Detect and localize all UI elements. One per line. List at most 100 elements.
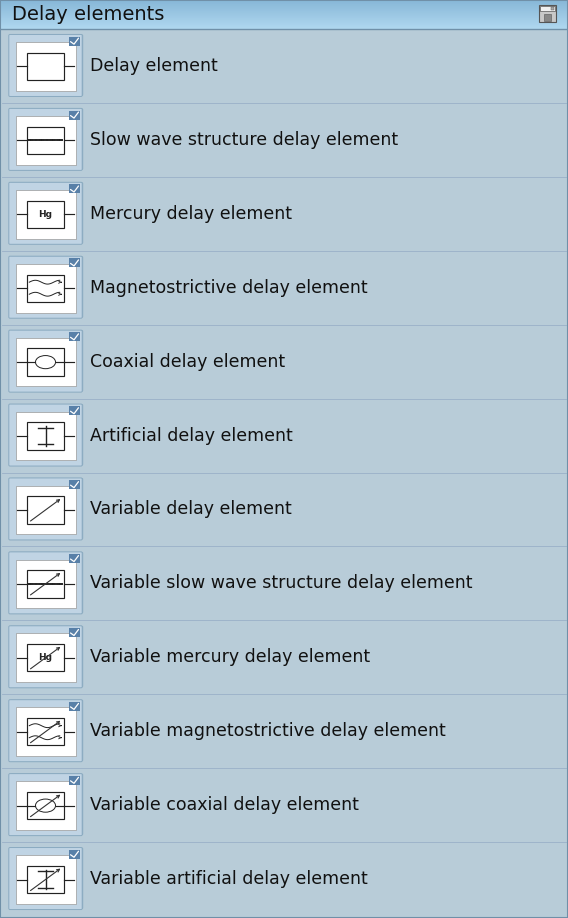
FancyBboxPatch shape: [9, 183, 82, 244]
FancyBboxPatch shape: [10, 256, 83, 318]
Bar: [0, 5, 568, 6]
Bar: [15, 338, 76, 386]
Bar: [0, 3, 568, 4]
FancyBboxPatch shape: [9, 108, 82, 171]
Text: Variable magnetostrictive delay element: Variable magnetostrictive delay element: [90, 722, 446, 740]
Bar: [0, 14, 568, 15]
Bar: [15, 781, 76, 830]
Bar: [15, 263, 76, 312]
FancyBboxPatch shape: [10, 552, 83, 613]
Bar: [15, 190, 76, 239]
Bar: [27, 127, 64, 154]
Bar: [27, 52, 64, 80]
Bar: [15, 412, 76, 460]
FancyBboxPatch shape: [9, 847, 82, 910]
Bar: [0, 16, 568, 17]
Bar: [0, 23, 568, 24]
Bar: [544, 14, 550, 21]
Bar: [0, 26, 568, 27]
Bar: [0, 24, 568, 25]
Bar: [0, 21, 568, 22]
FancyBboxPatch shape: [10, 330, 83, 392]
Bar: [0, 1, 568, 2]
FancyBboxPatch shape: [10, 847, 83, 909]
Ellipse shape: [35, 799, 56, 812]
Bar: [27, 349, 64, 375]
Bar: [0, 2, 568, 3]
Bar: [0, 20, 568, 21]
Bar: [0, 8, 568, 9]
Text: Variable artificial delay element: Variable artificial delay element: [90, 870, 367, 888]
FancyBboxPatch shape: [10, 774, 83, 835]
Text: Mercury delay element: Mercury delay element: [90, 205, 292, 223]
FancyBboxPatch shape: [10, 108, 83, 170]
Bar: [69, 407, 80, 415]
FancyBboxPatch shape: [10, 404, 83, 465]
Bar: [69, 850, 80, 858]
Bar: [15, 856, 76, 904]
Bar: [27, 792, 64, 819]
Text: Magnetostrictive delay element: Magnetostrictive delay element: [90, 279, 367, 297]
Bar: [0, 10, 568, 11]
Bar: [69, 185, 80, 194]
FancyBboxPatch shape: [9, 256, 82, 319]
Bar: [69, 776, 80, 785]
Bar: [27, 274, 64, 302]
FancyBboxPatch shape: [9, 774, 82, 835]
Bar: [69, 480, 80, 489]
Bar: [69, 110, 80, 119]
FancyBboxPatch shape: [9, 35, 82, 96]
Text: Variable slow wave structure delay element: Variable slow wave structure delay eleme…: [90, 575, 473, 592]
FancyBboxPatch shape: [9, 330, 82, 392]
Bar: [0, 12, 568, 13]
Text: Slow wave structure delay element: Slow wave structure delay element: [90, 131, 398, 149]
Bar: [0, 22, 568, 23]
FancyBboxPatch shape: [10, 478, 83, 540]
Bar: [69, 258, 80, 267]
Text: Coaxial delay element: Coaxial delay element: [90, 353, 285, 371]
Bar: [15, 116, 76, 164]
FancyBboxPatch shape: [10, 183, 83, 244]
Bar: [0, 25, 568, 26]
Bar: [540, 6, 555, 11]
Bar: [0, 9, 568, 10]
Bar: [551, 7, 554, 10]
FancyBboxPatch shape: [10, 35, 83, 96]
Bar: [539, 5, 556, 22]
Bar: [0, 11, 568, 12]
Bar: [69, 628, 80, 637]
Bar: [27, 422, 64, 450]
Bar: [0, 18, 568, 19]
FancyBboxPatch shape: [10, 700, 83, 761]
Text: Variable coaxial delay element: Variable coaxial delay element: [90, 796, 359, 814]
Ellipse shape: [35, 355, 56, 369]
Bar: [27, 644, 64, 671]
Bar: [15, 560, 76, 609]
FancyBboxPatch shape: [9, 478, 82, 540]
Bar: [0, 13, 568, 14]
Bar: [69, 332, 80, 341]
Text: Hg: Hg: [39, 654, 52, 662]
Bar: [0, 7, 568, 8]
Bar: [0, 27, 568, 28]
Text: Hg: Hg: [39, 210, 52, 218]
Text: Delay element: Delay element: [90, 57, 218, 75]
Bar: [15, 42, 76, 91]
FancyBboxPatch shape: [10, 626, 83, 688]
FancyBboxPatch shape: [9, 552, 82, 614]
Bar: [27, 497, 64, 523]
Bar: [0, 4, 568, 5]
Bar: [27, 866, 64, 893]
Bar: [15, 633, 76, 682]
Bar: [27, 718, 64, 745]
FancyBboxPatch shape: [9, 700, 82, 762]
Text: Variable mercury delay element: Variable mercury delay element: [90, 648, 370, 666]
Bar: [27, 570, 64, 598]
FancyBboxPatch shape: [9, 404, 82, 466]
Bar: [69, 37, 80, 46]
Bar: [27, 201, 64, 228]
Bar: [0, 6, 568, 7]
Bar: [69, 702, 80, 711]
FancyBboxPatch shape: [9, 626, 82, 688]
Bar: [0, 17, 568, 18]
